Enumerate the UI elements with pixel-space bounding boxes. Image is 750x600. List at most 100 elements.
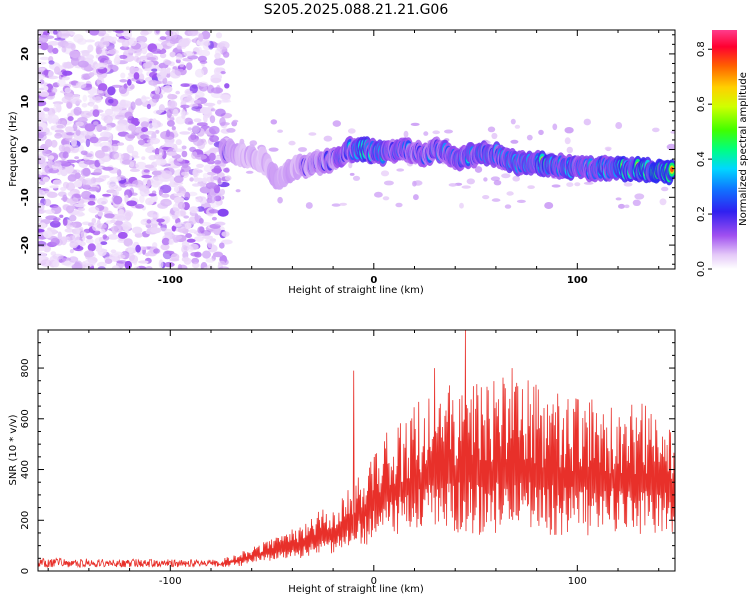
noise-speckle	[184, 191, 191, 200]
noise-speckle	[43, 85, 49, 91]
noise-speckle	[210, 77, 222, 84]
noise-speckle	[186, 238, 196, 243]
noise-speckle	[100, 241, 108, 246]
noise-speckle	[155, 159, 167, 166]
noise-speckle	[583, 118, 591, 126]
noise-speckle	[111, 84, 123, 88]
noise-speckle	[235, 189, 241, 193]
noise-speckle	[88, 72, 95, 77]
x-tick-label: -100	[158, 275, 183, 286]
noise-speckle	[146, 179, 152, 188]
noise-speckle	[151, 68, 158, 72]
noise-speckle	[43, 31, 50, 35]
y-tick-label: 800	[20, 359, 31, 378]
x-tick-label: 0	[371, 576, 377, 587]
noise-speckle	[173, 193, 185, 197]
noise-speckle	[163, 142, 175, 148]
noise-speckle	[104, 258, 113, 265]
noise-speckle	[82, 167, 91, 177]
snr-panel: -100 0 100 0 200 400 600 800 Height of straigh…	[8, 329, 676, 595]
noise-speckle	[87, 222, 95, 227]
noise-speckle	[352, 175, 361, 181]
noise-speckle	[98, 30, 107, 36]
noise-speckle	[181, 245, 189, 254]
y-tick-label: -20	[20, 236, 31, 254]
noise-speckle	[74, 156, 79, 160]
noise-speckle	[40, 259, 52, 267]
noise-speckle	[126, 200, 138, 207]
noise-speckle	[144, 164, 155, 169]
noise-speckle	[53, 30, 58, 35]
noise-speckle	[211, 216, 217, 221]
noise-speckle	[133, 266, 140, 269]
noise-speckle	[78, 212, 85, 217]
noise-speckle	[141, 96, 151, 100]
noise-speckle	[504, 204, 512, 209]
noise-speckle	[483, 177, 488, 182]
noise-speckle	[185, 233, 193, 239]
noise-speckle	[87, 44, 94, 53]
noise-speckle	[202, 250, 211, 259]
noise-speckle	[395, 202, 403, 208]
noise-speckle	[192, 183, 201, 187]
noise-speckle	[308, 132, 317, 136]
noise-speckle	[117, 142, 125, 146]
noise-speckle	[208, 209, 219, 214]
noise-speckle	[195, 196, 201, 203]
noise-speckle	[78, 145, 84, 153]
noise-speckle	[403, 130, 409, 138]
noise-speckle	[53, 218, 59, 224]
noise-speckle	[184, 222, 192, 230]
noise-speckle	[193, 167, 200, 177]
noise-speckle	[102, 126, 107, 131]
noise-speckle	[194, 236, 204, 242]
noise-speckle	[177, 264, 183, 269]
noise-speckle	[149, 71, 158, 78]
noise-speckle	[96, 197, 108, 205]
noise-speckle	[115, 123, 126, 133]
noise-speckle	[107, 234, 120, 240]
noise-speckle	[39, 157, 46, 164]
noise-speckle	[126, 144, 134, 154]
noise-speckle	[98, 157, 106, 165]
noise-speckle	[181, 162, 189, 169]
noise-speckle	[74, 172, 81, 179]
noise-speckle	[38, 260, 42, 264]
noise-speckle	[270, 119, 278, 125]
noise-speckle	[169, 31, 178, 40]
noise-speckle	[180, 208, 186, 217]
noise-speckle	[139, 194, 145, 204]
noise-speckle	[187, 30, 199, 37]
noise-speckle	[177, 201, 186, 210]
noise-speckle	[125, 66, 130, 70]
noise-speckle	[564, 127, 574, 134]
colorbar-tick-label: 0.2	[696, 206, 707, 222]
colorbar-tick-label: 0.0	[696, 261, 707, 277]
noise-speckle	[220, 71, 226, 75]
noise-speckle	[74, 134, 84, 141]
noise-speckle	[151, 48, 162, 54]
noise-speckle	[146, 219, 152, 224]
noise-speckle	[173, 186, 180, 193]
noise-speckle	[64, 87, 72, 94]
noise-speckle	[93, 168, 103, 176]
noise-speckle	[120, 72, 126, 79]
noise-speckle	[113, 152, 124, 161]
noise-speckle	[181, 150, 188, 158]
noise-speckle	[83, 259, 96, 267]
noise-speckle	[66, 223, 71, 229]
noise-speckle	[574, 182, 581, 187]
noise-speckle	[107, 189, 115, 194]
noise-speckle	[65, 126, 74, 133]
noise-speckle	[47, 44, 54, 53]
noise-speckle	[61, 76, 70, 81]
noise-speckle	[46, 191, 58, 198]
noise-speckle	[219, 117, 226, 127]
noise-speckle	[131, 150, 139, 158]
noise-speckle	[349, 172, 355, 176]
noise-speckle	[107, 62, 113, 69]
snr-y-axis: 0 200 400 600 800	[20, 342, 675, 574]
colorbar-ticks: 0.0 0.2 0.4 0.6 0.8	[696, 41, 712, 277]
noise-speckle	[506, 191, 514, 196]
